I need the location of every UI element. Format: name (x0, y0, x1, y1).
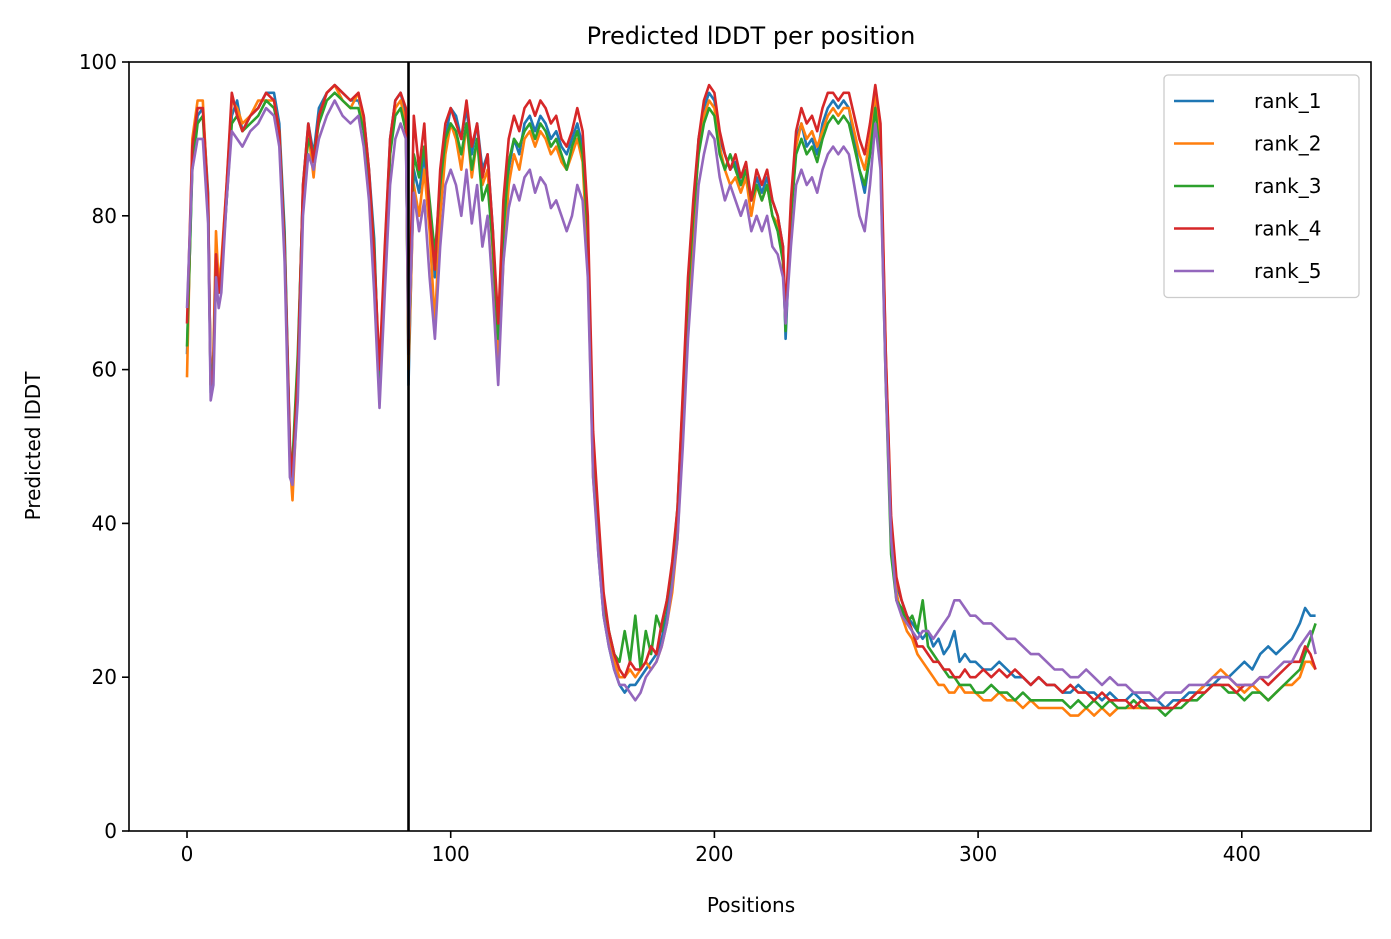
x-tick-label: 0 (181, 842, 194, 866)
legend: rank_1 rank_2 rank_3 rank_4 rank_5 (1163, 74, 1360, 299)
series-line-rank_3 (185, 91, 1317, 717)
y-tick-label: 80 (92, 204, 117, 228)
legend-label-rank_3: rank_3 (1254, 174, 1321, 198)
y-tick-label: 60 (92, 358, 117, 382)
x-tick-label: 100 (432, 842, 470, 866)
y-tick-label: 40 (92, 511, 117, 535)
y-tick-label: 20 (92, 665, 117, 689)
series-line-rank_2 (185, 83, 1317, 717)
y-tick-label: 0 (104, 819, 117, 843)
y-axis-label: Predicted lDDT (21, 371, 45, 521)
x-tick-label: 200 (695, 842, 733, 866)
legend-box (1163, 74, 1360, 299)
axis-ticks: 0 100 200 300 400 0 20 40 60 80 100 (79, 50, 1261, 866)
chart-title: Predicted lDDT per position (587, 22, 916, 50)
x-tick-label: 300 (959, 842, 997, 866)
series-line-rank_1 (185, 83, 1316, 710)
y-tick-label: 100 (79, 50, 117, 74)
legend-label-rank_2: rank_2 (1254, 132, 1321, 156)
legend-label-rank_4: rank_4 (1254, 217, 1321, 241)
plot-area (185, 62, 1317, 831)
series-line-rank_5 (185, 99, 1317, 702)
series-line-rank_4 (185, 83, 1317, 710)
x-axis-label: Positions (707, 893, 795, 917)
legend-label-rank_5: rank_5 (1254, 259, 1321, 283)
legend-label-rank_1: rank_1 (1254, 89, 1321, 113)
axes-frame (128, 61, 1372, 832)
x-tick-label: 400 (1223, 842, 1261, 866)
